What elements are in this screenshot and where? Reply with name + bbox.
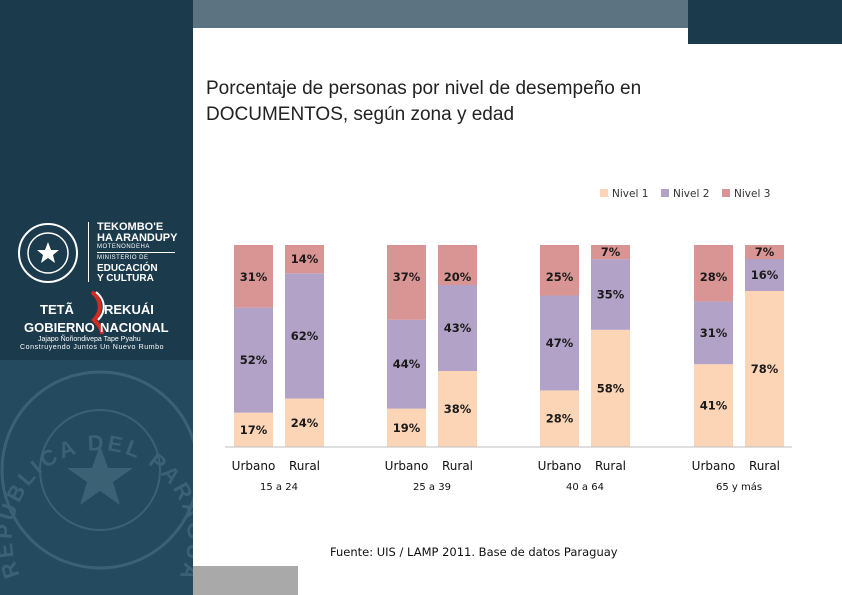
top-decor-bar <box>193 0 688 28</box>
bar-segment-nivel2 <box>540 295 579 391</box>
legend-swatch-nivel3 <box>722 189 730 197</box>
data-label: 78% <box>751 362 779 376</box>
data-label: 58% <box>597 381 625 395</box>
data-label: 35% <box>597 287 625 301</box>
gov-line-2b: NACIONAL <box>100 320 169 335</box>
data-label: 20% <box>444 270 472 284</box>
bar-category-label: Rural <box>595 459 626 473</box>
bar-segment-nivel2 <box>285 273 324 399</box>
age-group-label: 15 a 24 <box>260 482 298 493</box>
bar-category-label: Urbano <box>232 459 276 473</box>
title-line-1: Porcentaje de personas por nivel de dese… <box>206 78 642 99</box>
ministry-line-4: MINISTERIO DE <box>97 255 149 261</box>
data-label: 16% <box>751 268 779 282</box>
data-label: 25% <box>546 270 574 284</box>
gov-line-1b: REKUÁI <box>104 302 154 317</box>
data-label: 47% <box>546 336 574 350</box>
flag-ribbon-icon <box>90 290 105 335</box>
bar-segment-nivel2 <box>745 259 784 291</box>
data-label: 19% <box>393 421 421 435</box>
legend-label-nivel2: Nivel 2 <box>673 188 709 200</box>
gov-slogan-2: Construyendo Juntos Un Nuevo Rumbo <box>20 344 165 351</box>
top-right-decor-block <box>688 0 842 44</box>
ministry-line-6: Y CULTURA <box>97 273 154 284</box>
bar-segment-nivel1 <box>540 390 579 447</box>
bar-segment-nivel2 <box>438 285 477 371</box>
bar-segment-nivel3 <box>387 245 426 320</box>
gov-slogan-1: Jajapo Ñoñondivepa Tape Pyahu <box>38 336 141 343</box>
ministry-line-3: MOTENONDEHA <box>97 244 150 250</box>
left-sidebar: REPÚBLICA DEL PARAGUAY TEKOMBO'E HA ARAN… <box>0 0 193 595</box>
bar-segment-nivel3 <box>285 245 324 274</box>
bar-segment-nivel1 <box>234 412 273 447</box>
age-group-label: 65 y más <box>716 481 762 493</box>
bar-segment-nivel3 <box>591 245 630 260</box>
bar-segment-nivel3 <box>234 245 273 308</box>
watermark-seal-icon: REPÚBLICA DEL PARAGUAY <box>0 360 193 584</box>
bar-segment-nivel1 <box>387 408 426 447</box>
chart-bars: 17% 52% 31% 24% 62% 14% 19% 44% 37% 38% 43% 20% 28% 4… <box>234 245 784 447</box>
legend-swatch-nivel2 <box>661 189 669 197</box>
chart-legend: Nivel 1 Nivel 2 Nivel 3 <box>600 188 770 200</box>
age-group-label: 40 a 64 <box>566 482 604 493</box>
data-label: 43% <box>444 321 472 335</box>
data-label: 41% <box>700 399 728 413</box>
data-label: 44% <box>393 357 421 371</box>
bar-segment-nivel2 <box>234 307 273 413</box>
bar-category-label: Rural <box>289 459 320 473</box>
data-label: 62% <box>291 329 319 343</box>
data-label: 17% <box>240 423 268 437</box>
bar-category-label: Rural <box>749 459 780 473</box>
ministry-line-1: TEKOMBO'E <box>97 221 164 233</box>
bar-segment-nivel2 <box>591 259 630 330</box>
ministry-seal-icon <box>18 223 78 283</box>
bar-category-label: Urbano <box>385 459 429 473</box>
bar-segment-nivel1 <box>694 364 733 447</box>
data-label: 7% <box>601 245 621 259</box>
data-label: 31% <box>240 270 268 284</box>
bar-segment-nivel3 <box>694 245 733 302</box>
age-group-label: 25 a 39 <box>413 482 451 493</box>
legend-label-nivel3: Nivel 3 <box>734 188 770 200</box>
page-title: Porcentaje de personas por nivel de dese… <box>206 76 766 128</box>
source-note: Fuente: UIS / LAMP 2011. Base de datos P… <box>330 545 618 559</box>
data-label: 38% <box>444 402 472 416</box>
legend-swatch-nivel1 <box>600 189 608 197</box>
bar-segment-nivel2 <box>387 319 426 409</box>
bar-category-label: Urbano <box>692 459 736 473</box>
bottom-decor-bar <box>193 566 298 595</box>
data-label: 31% <box>700 326 728 340</box>
logo-divider <box>88 222 89 282</box>
data-label: 28% <box>546 412 574 426</box>
data-label: 28% <box>700 270 728 284</box>
data-label: 24% <box>291 416 319 430</box>
data-label: 52% <box>240 353 268 367</box>
bar-segment-nivel3 <box>540 245 579 296</box>
x-axis-labels: Urbano Rural 15 a 24 Urbano Rural 25 a 39 Urba… <box>232 459 780 493</box>
bar-segment-nivel1 <box>438 371 477 447</box>
gov-line-2a: GOBIERNO <box>24 320 95 335</box>
bar-segment-nivel3 <box>745 245 784 259</box>
data-label: 14% <box>291 252 319 266</box>
ministry-line-2: HA ARANDUPY <box>97 232 178 244</box>
data-label: 37% <box>393 270 421 284</box>
data-label: 7% <box>755 245 775 259</box>
title-line-2: DOCUMENTOS, según zona y edad <box>206 104 515 125</box>
gov-line-1a: TETÃ <box>40 302 74 317</box>
bar-segment-nivel1 <box>285 398 324 447</box>
ministry-line-5: EDUCACIÓN <box>97 263 158 274</box>
legend-label-nivel1: Nivel 1 <box>612 188 648 200</box>
ministry-divider <box>97 252 175 253</box>
bar-segment-nivel1 <box>591 329 630 447</box>
bar-category-label: Rural <box>442 459 473 473</box>
bar-category-label: Urbano <box>538 459 582 473</box>
bar-segment-nivel1 <box>745 291 784 447</box>
bar-segment-nivel2 <box>694 301 733 365</box>
bar-segment-nivel3 <box>438 245 477 285</box>
